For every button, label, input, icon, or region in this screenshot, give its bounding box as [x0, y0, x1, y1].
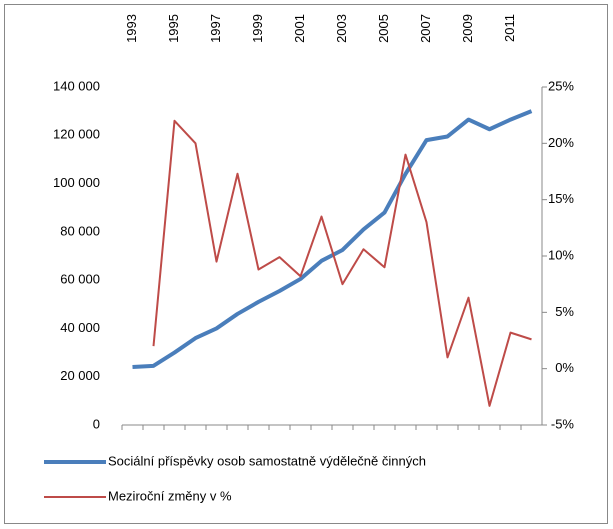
- y2-tick-label: 20%: [548, 135, 574, 150]
- x-tick-label: 2001: [292, 14, 307, 43]
- y-tick-label: 0: [93, 416, 100, 431]
- x-tick-label: 1999: [250, 14, 265, 43]
- x-tick-label: 2007: [418, 14, 433, 43]
- legend-label: Sociální příspěvky osob samostatně výděl…: [108, 453, 426, 468]
- y-tick-label: 40 000: [60, 320, 100, 335]
- y-tick-label: 20 000: [60, 368, 100, 383]
- legend-label: Meziroční změny v %: [108, 488, 232, 503]
- y-tick-label: 120 000: [53, 127, 100, 142]
- y-tick-label: 80 000: [60, 223, 100, 238]
- x-tick-label: 1997: [208, 14, 223, 43]
- y-tick-label: 140 000: [53, 78, 100, 93]
- y2-tick-label: 5%: [555, 304, 574, 319]
- series-line: [152, 119, 532, 407]
- chart-border: [4, 4, 608, 524]
- y2-tick-label: 10%: [548, 247, 574, 262]
- y2-tick-label: -5%: [551, 416, 575, 431]
- x-tick-label: 1993: [124, 14, 139, 43]
- y2-tick-label: 0%: [555, 360, 574, 375]
- y2-tick-label: 15%: [548, 191, 574, 206]
- x-tick-label: 2003: [334, 14, 349, 43]
- x-tick-label: 2009: [460, 14, 475, 43]
- y2-tick-label: 25%: [548, 78, 574, 93]
- x-tick-label: 1995: [166, 14, 181, 43]
- x-tick-label: 2005: [376, 14, 391, 43]
- y-tick-label: 60 000: [60, 272, 100, 287]
- y-tick-label: 100 000: [53, 175, 100, 190]
- series-line: [132, 109, 533, 370]
- x-tick-label: 2011: [502, 14, 517, 42]
